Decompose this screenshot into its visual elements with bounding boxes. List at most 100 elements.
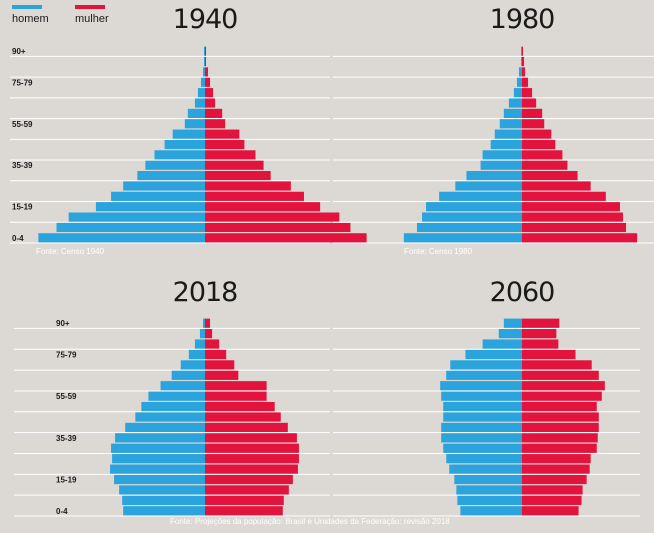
bar-homem-20-24: [449, 464, 522, 474]
bar-homem-90+: [203, 46, 205, 56]
bar-mulher-10-14: [522, 485, 583, 495]
bar-homem-55-59: [441, 391, 522, 401]
bar-homem-55-59: [184, 119, 205, 129]
bar-mulher-55-59: [522, 391, 602, 401]
bar-homem-60-64: [160, 381, 205, 391]
bar-mulher-40-44: [522, 422, 599, 433]
pyramid-2018: 90+ 75-79 55-59 35-39 15-19 0-4 2018 Fonte: Pro…: [14, 277, 450, 526]
bar-mulher-10-14: [205, 485, 289, 495]
bar-mulher-65-69: [522, 98, 537, 108]
bar-mulher-60-64: [522, 108, 543, 118]
bar-homem-50-54: [172, 129, 205, 139]
age-label-55-59: 55-59: [56, 392, 77, 401]
bar-homem-60-64: [440, 381, 522, 391]
age-label-90+: 90+: [12, 47, 26, 56]
bar-mulher-65-69: [522, 370, 599, 380]
bar-homem-50-54: [141, 401, 205, 412]
bar-mulher-5-9: [205, 495, 284, 505]
bar-homem-80-84: [518, 67, 522, 77]
bar-homem-15-19: [114, 474, 205, 485]
source-note: Fonte: Censo 1940: [36, 247, 105, 256]
bar-mulher-55-59: [205, 391, 267, 401]
bar-homem-5-9: [457, 495, 522, 505]
bar-homem-35-39: [145, 160, 205, 170]
bar-mulher-45-49: [205, 412, 281, 422]
bar-homem-45-49: [135, 412, 205, 422]
bar-homem-30-34: [466, 171, 522, 181]
bar-mulher-45-49: [522, 139, 556, 150]
bar-mulher-15-19: [205, 474, 293, 485]
bar-homem-0-4: [123, 506, 205, 516]
bar-homem-30-34: [137, 171, 205, 181]
pyramid-1980: 1980 Fonte: Censo 1980: [333, 4, 654, 256]
bar-homem-75-79: [200, 77, 205, 87]
bar-mulher-35-39: [205, 160, 264, 170]
pyramid-panels: 90+ 75-79 55-59 35-39 15-19 0-4 1940 Fonte: Cen…: [10, 4, 654, 526]
bar-homem-50-54: [443, 401, 522, 412]
bar-homem-60-64: [503, 108, 522, 118]
bar-mulher-65-69: [205, 370, 239, 380]
bar-homem-0-4: [460, 506, 522, 516]
bar-homem-55-59: [148, 391, 205, 401]
age-label-35-39: 35-39: [56, 434, 77, 443]
bar-homem-70-74: [513, 88, 522, 98]
bar-homem-20-24: [439, 191, 522, 201]
bar-mulher-10-14: [522, 212, 623, 222]
bar-mulher-15-19: [522, 474, 587, 485]
bar-mulher-0-4: [205, 233, 367, 243]
bar-mulher-20-24: [522, 191, 606, 201]
pyramid-1940: 90+ 75-79 55-59 35-39 15-19 0-4 1940 Fonte: Cen…: [10, 4, 367, 256]
bar-mulher-90+: [522, 318, 560, 328]
bar-mulher-75-79: [205, 349, 227, 360]
bar-mulher-20-24: [205, 191, 304, 201]
bar-homem-25-29: [446, 454, 522, 464]
bar-mulher-0-4: [205, 506, 283, 516]
bar-homem-70-74: [450, 360, 522, 370]
bar-homem-50-54: [494, 129, 522, 139]
bar-homem-85-89: [199, 329, 205, 339]
bar-mulher-0-4: [522, 233, 638, 243]
bar-mulher-40-44: [522, 150, 563, 160]
legend-label-homem: homem: [12, 13, 49, 25]
bar-mulher-70-74: [205, 88, 214, 98]
bar-homem-65-69: [194, 98, 205, 108]
bar-mulher-50-54: [522, 401, 597, 412]
bar-homem-85-89: [498, 329, 522, 339]
age-label-90+: 90+: [56, 319, 70, 328]
bar-homem-15-19: [95, 202, 205, 212]
bar-homem-15-19: [454, 474, 522, 485]
bar-mulher-75-79: [522, 349, 576, 360]
bar-mulher-75-79: [522, 77, 529, 87]
bar-homem-35-39: [115, 433, 205, 443]
year-title: 2018: [173, 277, 238, 308]
legend-swatch-homem: [12, 5, 42, 9]
bar-mulher-80-84: [522, 339, 559, 349]
bar-homem-80-84: [194, 339, 205, 349]
bar-mulher-15-19: [522, 202, 620, 212]
legend-label-mulher: mulher: [75, 13, 109, 25]
bar-homem-90+: [520, 46, 522, 56]
bar-mulher-80-84: [205, 67, 209, 77]
bar-homem-35-39: [480, 160, 522, 170]
bar-mulher-60-64: [205, 108, 223, 118]
bar-mulher-15-19: [205, 202, 321, 212]
bar-mulher-90+: [205, 46, 207, 56]
legend-swatch-mulher: [75, 5, 105, 9]
bar-mulher-70-74: [522, 88, 533, 98]
bar-homem-85-89: [520, 56, 522, 67]
year-title: 1940: [173, 4, 238, 35]
bar-mulher-30-34: [522, 171, 578, 181]
bar-mulher-55-59: [205, 119, 226, 129]
bar-mulher-45-49: [522, 412, 599, 422]
bar-homem-45-49: [490, 139, 522, 150]
bar-mulher-40-44: [205, 422, 288, 433]
source-note: Fonte: Projeções da população: Brasil e …: [170, 517, 450, 526]
bar-homem-20-24: [110, 464, 205, 474]
bar-mulher-60-64: [522, 381, 605, 391]
bar-mulher-75-79: [205, 77, 211, 87]
bar-mulher-30-34: [522, 443, 597, 453]
bar-homem-90+: [503, 318, 522, 328]
bar-mulher-20-24: [205, 464, 298, 474]
age-label-55-59: 55-59: [12, 120, 33, 129]
